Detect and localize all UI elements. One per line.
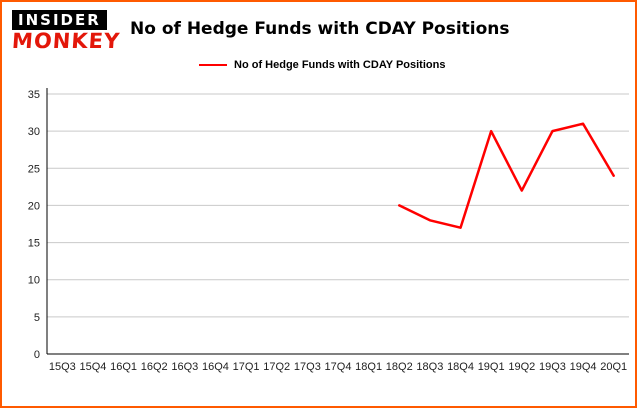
x-axis-tick-label: 17Q1 [233, 361, 260, 373]
y-axis-tick-label: 15 [28, 238, 40, 250]
insider-monkey-logo: INSIDER MONKEY [11, 10, 122, 53]
y-axis-tick-label: 25 [28, 163, 40, 175]
x-axis-tick-label: 18Q4 [447, 361, 474, 373]
x-axis-tick-label: 16Q1 [110, 361, 137, 373]
y-axis-tick-label: 0 [34, 349, 40, 361]
x-axis-tick-label: 16Q2 [141, 361, 168, 373]
x-axis-tick-label: 17Q2 [263, 361, 290, 373]
x-axis-tick-label: 20Q1 [600, 361, 627, 373]
y-axis-tick-label: 30 [28, 126, 40, 138]
logo-monkey-text: MONKEY [11, 29, 122, 53]
legend-label: No of Hedge Funds with CDAY Positions [234, 59, 446, 71]
y-axis-tick-label: 10 [28, 275, 40, 287]
legend-line-swatch [199, 64, 227, 66]
x-axis-tick-label: 17Q4 [325, 361, 352, 373]
chart-legend: No of Hedge Funds with CDAY Positions [199, 59, 445, 71]
x-axis-tick-label: 15Q3 [49, 361, 76, 373]
y-axis-tick-label: 35 [28, 89, 40, 101]
y-axis-tick-label: 20 [28, 200, 40, 212]
x-axis-tick-label: 17Q3 [294, 361, 321, 373]
y-axis-tick-label: 5 [34, 312, 40, 324]
x-axis-tick-label: 18Q2 [386, 361, 413, 373]
x-axis-tick-label: 19Q4 [570, 361, 597, 373]
x-axis-tick-label: 18Q1 [355, 361, 382, 373]
x-axis-tick-label: 19Q2 [508, 361, 535, 373]
chart-title: No of Hedge Funds with CDAY Positions [130, 19, 510, 39]
x-axis-tick-label: 19Q1 [478, 361, 505, 373]
data-series-line [398, 122, 615, 229]
x-axis-tick-label: 16Q4 [202, 361, 229, 373]
x-axis-tick-label: 18Q3 [416, 361, 443, 373]
x-axis-tick-label: 15Q4 [79, 361, 106, 373]
x-axis-tick-label: 19Q3 [539, 361, 566, 373]
line-chart: 0 5 10 15 20 25 30 35 15Q3 15Q4 16Q1 16Q2 16Q3 16Q4 17… [28, 88, 629, 373]
logo-insider-text: INSIDER [12, 10, 107, 30]
x-axis-tick-label: 16Q3 [171, 361, 198, 373]
